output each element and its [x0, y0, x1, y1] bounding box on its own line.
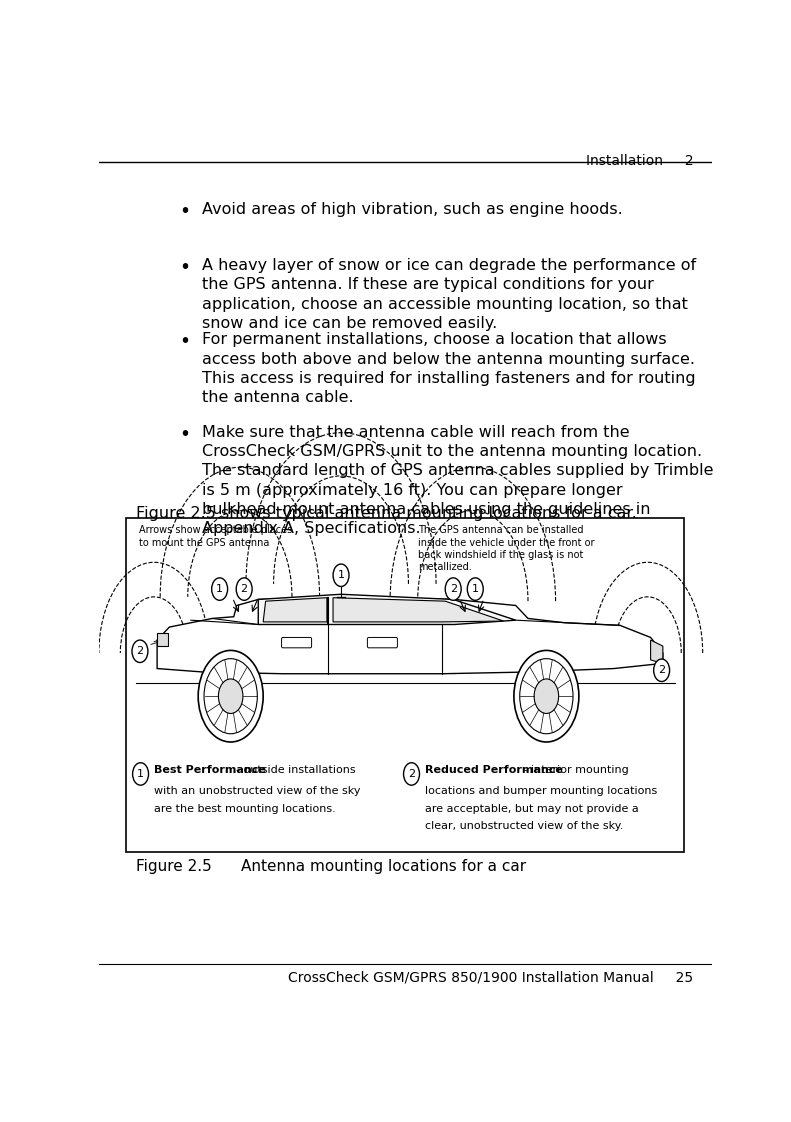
Text: are the best mounting locations.: are the best mounting locations. — [154, 803, 336, 813]
FancyBboxPatch shape — [157, 633, 168, 646]
Text: 2: 2 — [136, 646, 143, 656]
Text: •: • — [179, 258, 191, 277]
Polygon shape — [259, 595, 516, 625]
Circle shape — [653, 659, 670, 681]
FancyBboxPatch shape — [282, 637, 312, 647]
Text: Arrows show acceptable places
to mount the GPS antenna: Arrows show acceptable places to mount t… — [138, 525, 292, 548]
Text: •: • — [179, 425, 191, 444]
Text: •: • — [179, 332, 191, 351]
Text: •: • — [179, 202, 191, 221]
Circle shape — [199, 651, 263, 742]
Text: Best Performance: Best Performance — [154, 765, 266, 775]
Polygon shape — [157, 597, 663, 673]
Text: with an unobstructed view of the sky: with an unobstructed view of the sky — [154, 787, 361, 797]
Text: - outside installations: - outside installations — [237, 765, 356, 775]
Text: 1: 1 — [137, 769, 144, 779]
Text: 1: 1 — [338, 570, 345, 580]
FancyBboxPatch shape — [367, 637, 397, 647]
Circle shape — [132, 640, 148, 662]
Text: For permanent installations, choose a location that allows
access both above and: For permanent installations, choose a lo… — [202, 332, 695, 405]
Text: locations and bumper mounting locations: locations and bumper mounting locations — [425, 787, 657, 797]
Text: 2: 2 — [408, 769, 415, 779]
Circle shape — [212, 578, 228, 600]
Circle shape — [520, 659, 573, 734]
Circle shape — [403, 763, 419, 785]
Circle shape — [467, 578, 483, 600]
Text: 2: 2 — [658, 665, 665, 675]
FancyBboxPatch shape — [127, 518, 684, 852]
Circle shape — [514, 651, 579, 742]
Text: - interior mounting: - interior mounting — [520, 765, 629, 775]
Circle shape — [204, 659, 257, 734]
Polygon shape — [263, 598, 327, 622]
Text: Make sure that the antenna cable will reach from the
CrossCheck GSM/GPRS unit to: Make sure that the antenna cable will re… — [202, 425, 713, 536]
Polygon shape — [333, 598, 504, 622]
Text: 1: 1 — [471, 585, 479, 594]
Text: Avoid areas of high vibration, such as engine hoods.: Avoid areas of high vibration, such as e… — [202, 202, 623, 217]
Circle shape — [237, 578, 252, 600]
Text: clear, unobstructed view of the sky.: clear, unobstructed view of the sky. — [425, 821, 623, 830]
Text: A heavy layer of snow or ice can degrade the performance of
the GPS antenna. If : A heavy layer of snow or ice can degrade… — [202, 258, 696, 331]
Text: are acceptable, but may not provide a: are acceptable, but may not provide a — [425, 803, 639, 813]
Polygon shape — [650, 640, 663, 663]
Text: The GPS antenna can be installed
inside the vehicle under the front or
back wind: The GPS antenna can be installed inside … — [418, 525, 594, 572]
Text: Figure 2.5 shows typical antenna mounting locations for a car.: Figure 2.5 shows typical antenna mountin… — [136, 506, 637, 521]
Text: Figure 2.5      Antenna mounting locations for a car: Figure 2.5 Antenna mounting locations fo… — [136, 858, 526, 874]
Circle shape — [445, 578, 461, 600]
Text: 1: 1 — [216, 585, 223, 594]
Text: 2: 2 — [240, 585, 248, 594]
Circle shape — [333, 564, 349, 587]
Circle shape — [534, 679, 558, 714]
Text: Reduced Performance: Reduced Performance — [425, 765, 563, 775]
Circle shape — [133, 763, 149, 785]
Text: Installation     2: Installation 2 — [586, 154, 694, 167]
Text: 2: 2 — [449, 585, 456, 594]
Circle shape — [218, 679, 243, 714]
Text: CrossCheck GSM/GPRS 850/1900 Installation Manual     25: CrossCheck GSM/GPRS 850/1900 Installatio… — [289, 971, 694, 985]
